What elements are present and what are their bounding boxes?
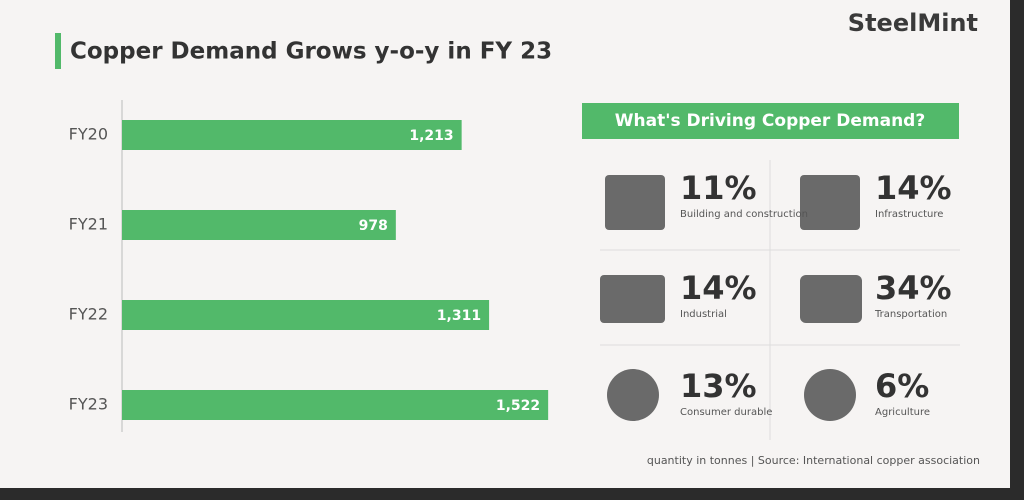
share-label: Building and construction <box>680 209 808 220</box>
share-label: Industrial <box>680 309 727 320</box>
share-value: 34% <box>875 269 952 307</box>
share-value: 11% <box>680 169 757 207</box>
share-value: 13% <box>680 367 757 405</box>
share-value: 14% <box>875 169 952 207</box>
panel-banner <box>582 103 959 139</box>
icon-transport <box>800 275 862 323</box>
share-value: 6% <box>875 367 929 405</box>
share-value: 14% <box>680 269 757 307</box>
frame <box>1010 0 1024 500</box>
y-tick-label: FY21 <box>69 215 108 234</box>
value-label: 1,522 <box>496 398 540 414</box>
bar <box>122 210 396 240</box>
share-label: Infrastructure <box>875 209 943 220</box>
bar <box>122 120 462 150</box>
chart-title: Copper Demand Grows y-o-y in FY 23 <box>70 39 552 65</box>
icon-agriculture <box>804 369 856 421</box>
y-tick-label: FY20 <box>69 125 108 144</box>
brand-logo: SteelMint <box>848 9 978 37</box>
frame <box>0 488 1024 500</box>
y-tick-label: FY22 <box>69 305 108 324</box>
icon-consumer <box>607 369 659 421</box>
icon-industrial <box>600 275 665 323</box>
title-accent <box>55 33 61 69</box>
share-label: Agriculture <box>875 407 930 418</box>
share-label: Consumer durable <box>680 407 772 418</box>
y-tick-label: FY23 <box>69 395 108 414</box>
value-label: 1,311 <box>437 308 481 324</box>
panel-title: What's Driving Copper Demand? <box>615 111 925 131</box>
icons <box>600 175 862 421</box>
icon-infrastructure <box>800 175 860 230</box>
icon-building <box>605 175 665 230</box>
share-label: Transportation <box>874 309 947 320</box>
bar <box>122 390 549 420</box>
bar <box>122 300 490 330</box>
value-label: 978 <box>359 218 388 234</box>
footnote: quantity in tonnes | Source: Internation… <box>647 454 980 467</box>
value-label: 1,213 <box>409 128 453 144</box>
